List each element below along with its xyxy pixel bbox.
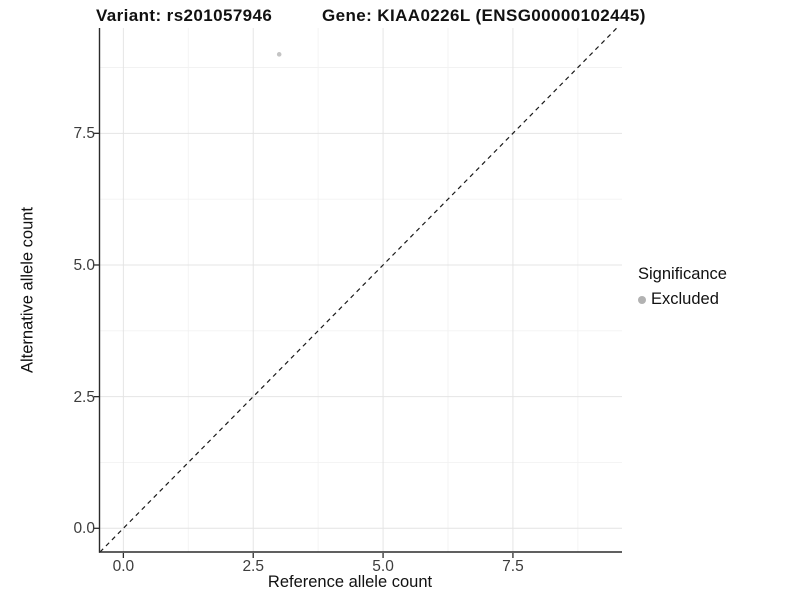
x-tick-label: 0.0 — [112, 558, 135, 575]
y-tick-label: 7.5 — [73, 125, 95, 143]
x-tick-label: 5.0 — [372, 558, 394, 575]
legend: Significance Excluded — [638, 265, 727, 309]
x-tick-label: 7.5 — [502, 558, 524, 575]
y-tick-label: 5.0 — [73, 256, 95, 274]
legend-item-excluded: Excluded — [638, 290, 727, 309]
y-axis-title: Alternative allele count — [18, 206, 37, 374]
x-axis-title: Reference allele count — [267, 573, 433, 591]
plot-title-gene: Gene: KIAA0226L (ENSG00000102445) — [322, 6, 646, 25]
x-tick-label: 2.5 — [242, 558, 264, 575]
identity-line — [99, 27, 618, 553]
y-tick-label: 0.0 — [73, 520, 95, 538]
data-point — [276, 52, 282, 57]
legend-point-icon — [638, 295, 646, 304]
y-tick-label: 2.5 — [73, 388, 95, 406]
legend-title: Significance — [638, 265, 727, 283]
plot-title-variant: Variant: rs201057946 — [96, 6, 273, 25]
legend-item-label: Excluded — [651, 290, 719, 308]
